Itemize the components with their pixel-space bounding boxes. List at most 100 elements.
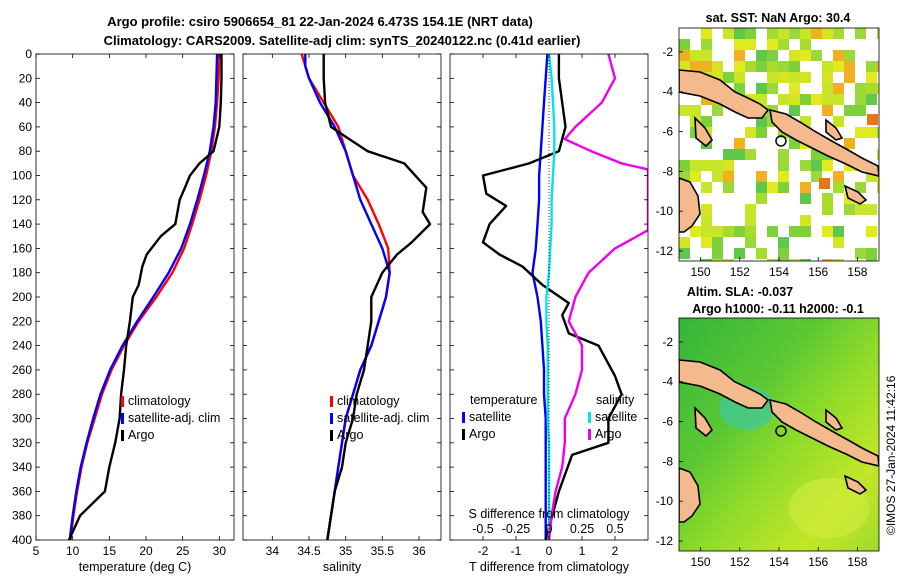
sst-pixel — [712, 248, 723, 259]
sst-pixel — [855, 248, 866, 259]
sst-pixel — [822, 105, 833, 116]
sst-pixel — [701, 226, 712, 237]
x-axis-label: T difference from climatology — [469, 560, 630, 574]
sst-pixel — [701, 204, 712, 215]
legend-swatch — [330, 396, 333, 407]
sst-pixel — [756, 94, 767, 105]
sst-pixel — [712, 160, 723, 171]
sst-pixel — [789, 259, 800, 261]
sst-pixel — [778, 160, 789, 171]
sst-pixel — [833, 28, 844, 39]
x-tick-label: 152 — [730, 555, 750, 569]
sst-pixel — [701, 160, 712, 171]
sst-pixel — [800, 193, 811, 204]
sst-pixel — [811, 149, 822, 160]
sst-pixel — [778, 149, 789, 160]
imos-credit: ©IMOS 27-Jan-2024 11:42:16 — [884, 375, 898, 535]
sst-pixel — [789, 50, 800, 61]
y-tick-label: 300 — [12, 412, 32, 426]
x-tick-label: 30 — [213, 544, 227, 558]
sst-pixel — [767, 61, 778, 72]
x-tick-label: 158 — [847, 555, 867, 569]
sst-pixel — [767, 259, 778, 261]
series-line-argo — [322, 54, 432, 540]
sst-pixel — [745, 237, 756, 248]
y-tick-label: -12 — [656, 534, 674, 548]
sst-pixel — [877, 28, 879, 39]
sst-pixel — [679, 171, 690, 182]
sst-pixel — [855, 182, 866, 193]
x-tick-label: 158 — [847, 265, 867, 279]
sst-pixel — [844, 105, 855, 116]
y-tick-label: -8 — [662, 454, 673, 468]
y-tick-label: 360 — [12, 484, 32, 498]
sst-pixel — [756, 116, 767, 127]
y-tick-label: 180 — [12, 266, 32, 280]
sst-pixel — [690, 61, 701, 72]
sst-pixel — [811, 171, 822, 182]
sst-pixel — [800, 116, 811, 127]
legend-swatch — [121, 413, 124, 424]
sst-map-panel: 150 152 154 156 158 -2 -4 -6 -8 -10 -12 sat. SST: N… — [656, 11, 880, 279]
sla-map-title: Altim. SLA: -0.037 — [687, 285, 793, 299]
sst-pixel — [745, 215, 756, 226]
title-line-2: Climatology: CARS2009. Satellite-adj cli… — [104, 33, 581, 48]
sst-pixel — [800, 259, 811, 261]
sst-pixel — [833, 259, 844, 261]
x2-tick-label: -0.5 — [472, 522, 494, 536]
sst-pixel — [756, 50, 767, 61]
y-tick-label: 40 — [19, 96, 33, 110]
sst-pixel — [844, 138, 855, 149]
legend-swatch — [462, 412, 465, 423]
y-tick-label: 160 — [12, 241, 32, 255]
sst-pixel — [767, 39, 778, 50]
sst-pixel — [723, 171, 734, 182]
x-tick-label: 150 — [691, 555, 711, 569]
legend-swatch — [121, 396, 124, 407]
sst-pixel — [734, 50, 745, 61]
sst-pixel — [789, 61, 800, 72]
sst-pixel — [756, 171, 767, 182]
sst-pixel — [866, 83, 877, 94]
land-mass — [769, 108, 879, 177]
sst-pixel — [866, 61, 877, 72]
sst-pixel — [745, 39, 756, 50]
sst-pixel — [778, 237, 789, 248]
legend-label: satellite-adj. clim — [128, 411, 220, 425]
sst-pixel — [701, 182, 712, 193]
y-tick-label: -2 — [662, 335, 673, 349]
sst-pixel — [745, 204, 756, 215]
x-tick-label: 15 — [103, 544, 117, 558]
argo-position-marker — [775, 135, 787, 147]
y-tick-label: 0 — [25, 47, 32, 61]
sst-pixel — [833, 83, 844, 94]
series-line-temperature-argo — [481, 54, 623, 540]
sst-pixel — [778, 72, 789, 83]
sst-pixel — [734, 138, 745, 149]
y-tick-label: 400 — [12, 533, 32, 547]
y-tick-label: 380 — [12, 509, 32, 523]
sst-pixel — [855, 28, 866, 39]
sst-pixel — [855, 83, 866, 94]
sst-pixel — [723, 160, 734, 171]
y-tick-label: -10 — [656, 204, 674, 218]
series-group — [67, 54, 223, 540]
sst-pixel — [679, 39, 690, 50]
x-tick-label: -1 — [511, 544, 522, 558]
map-content — [679, 318, 879, 551]
sst-pixel — [866, 259, 877, 261]
sst-pixel — [756, 61, 767, 72]
legend-label: Argo — [128, 428, 154, 442]
sst-pixel — [789, 72, 800, 83]
sst-pixel — [811, 28, 822, 39]
sst-pixel — [866, 171, 877, 182]
sst-pixel — [822, 83, 833, 94]
sst-pixel — [800, 28, 811, 39]
sst-pixel — [833, 182, 844, 193]
sst-pixel — [800, 215, 811, 226]
sst-pixel — [701, 259, 712, 261]
sst-pixel — [712, 72, 723, 83]
x-tick-label: 1 — [579, 544, 586, 558]
y-tick-label: 260 — [12, 363, 32, 377]
